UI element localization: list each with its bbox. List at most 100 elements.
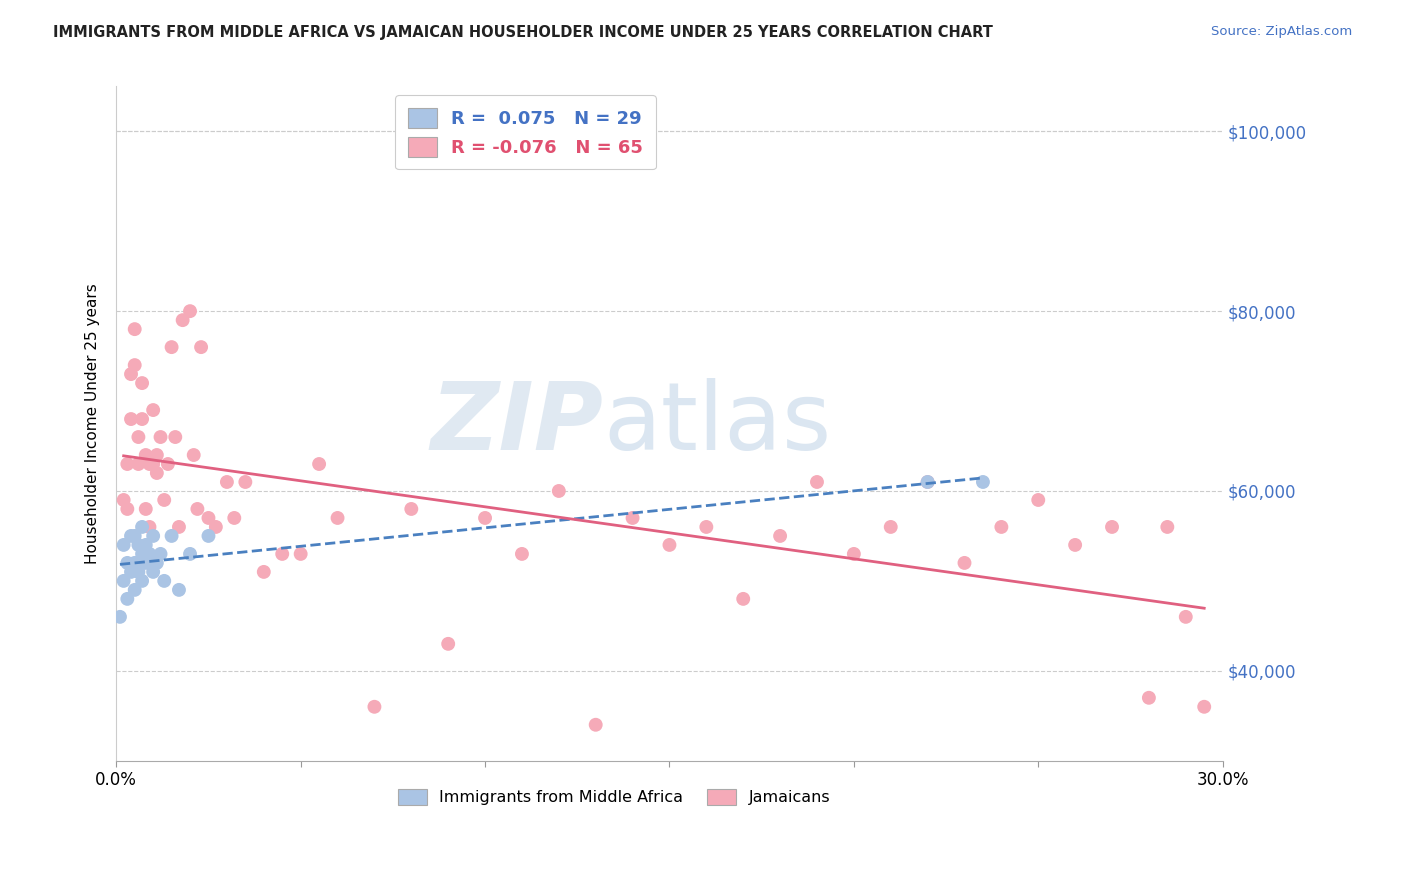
Point — [917, 475, 939, 489]
Point — [138, 520, 160, 534]
Point — [510, 547, 533, 561]
Point — [146, 448, 169, 462]
Point — [112, 493, 135, 508]
Point — [695, 520, 717, 534]
Point — [135, 448, 157, 462]
Point — [135, 556, 157, 570]
Point — [253, 565, 276, 579]
Point — [108, 610, 131, 624]
Point — [142, 403, 165, 417]
Point — [146, 556, 169, 570]
Point — [215, 475, 238, 489]
Point — [197, 529, 219, 543]
Point — [135, 538, 157, 552]
Point — [1101, 520, 1123, 534]
Y-axis label: Householder Income Under 25 years: Householder Income Under 25 years — [86, 283, 100, 564]
Point — [363, 699, 385, 714]
Point — [124, 322, 146, 336]
Point — [1192, 699, 1215, 714]
Point — [326, 511, 349, 525]
Point — [990, 520, 1012, 534]
Point — [153, 493, 176, 508]
Point — [235, 475, 257, 489]
Point — [186, 502, 208, 516]
Point — [271, 547, 294, 561]
Point — [117, 591, 139, 606]
Point — [1156, 520, 1178, 534]
Point — [165, 430, 187, 444]
Point — [917, 475, 939, 489]
Point — [183, 448, 205, 462]
Point — [120, 529, 142, 543]
Point — [290, 547, 312, 561]
Point — [149, 430, 172, 444]
Point — [142, 457, 165, 471]
Point — [585, 718, 607, 732]
Point — [179, 547, 201, 561]
Point — [806, 475, 828, 489]
Point — [131, 547, 153, 561]
Point — [135, 502, 157, 516]
Point — [1064, 538, 1087, 552]
Point — [224, 511, 246, 525]
Point — [120, 367, 142, 381]
Legend: Immigrants from Middle Africa, Jamaicans: Immigrants from Middle Africa, Jamaicans — [389, 780, 838, 814]
Point — [131, 520, 153, 534]
Point — [138, 457, 160, 471]
Point — [205, 520, 228, 534]
Point — [127, 430, 149, 444]
Point — [547, 483, 569, 498]
Point — [156, 457, 179, 471]
Point — [1137, 690, 1160, 705]
Point — [167, 582, 190, 597]
Text: ZIP: ZIP — [430, 377, 603, 469]
Point — [149, 547, 172, 561]
Point — [124, 358, 146, 372]
Point — [197, 511, 219, 525]
Point — [124, 556, 146, 570]
Point — [131, 376, 153, 390]
Point — [658, 538, 681, 552]
Point — [120, 412, 142, 426]
Point — [112, 574, 135, 588]
Point — [117, 556, 139, 570]
Point — [172, 313, 194, 327]
Point — [142, 529, 165, 543]
Point — [769, 529, 792, 543]
Point — [127, 565, 149, 579]
Text: Source: ZipAtlas.com: Source: ZipAtlas.com — [1212, 25, 1353, 38]
Point — [308, 457, 330, 471]
Point — [112, 538, 135, 552]
Point — [127, 457, 149, 471]
Point — [972, 475, 994, 489]
Point — [124, 529, 146, 543]
Point — [1026, 493, 1049, 508]
Point — [127, 538, 149, 552]
Point — [437, 637, 460, 651]
Point — [880, 520, 903, 534]
Point — [131, 574, 153, 588]
Point — [160, 340, 183, 354]
Point — [142, 565, 165, 579]
Point — [160, 529, 183, 543]
Point — [474, 511, 496, 525]
Point — [146, 466, 169, 480]
Point — [179, 304, 201, 318]
Point — [138, 547, 160, 561]
Point — [153, 574, 176, 588]
Point — [733, 591, 755, 606]
Point — [131, 412, 153, 426]
Point — [190, 340, 212, 354]
Point — [621, 511, 644, 525]
Point — [120, 565, 142, 579]
Point — [1174, 610, 1197, 624]
Point — [117, 457, 139, 471]
Point — [842, 547, 865, 561]
Point — [401, 502, 423, 516]
Point — [117, 502, 139, 516]
Text: atlas: atlas — [603, 377, 831, 469]
Point — [953, 556, 976, 570]
Point — [124, 582, 146, 597]
Text: IMMIGRANTS FROM MIDDLE AFRICA VS JAMAICAN HOUSEHOLDER INCOME UNDER 25 YEARS CORR: IMMIGRANTS FROM MIDDLE AFRICA VS JAMAICA… — [53, 25, 993, 40]
Point — [167, 520, 190, 534]
